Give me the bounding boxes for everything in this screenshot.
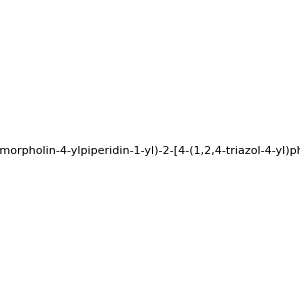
Text: 1-(4-Methyl-4-morpholin-4-ylpiperidin-1-yl)-2-[4-(1,2,4-triazol-4-yl)phenyl]etha: 1-(4-Methyl-4-morpholin-4-ylpiperidin-1-…	[0, 146, 300, 157]
